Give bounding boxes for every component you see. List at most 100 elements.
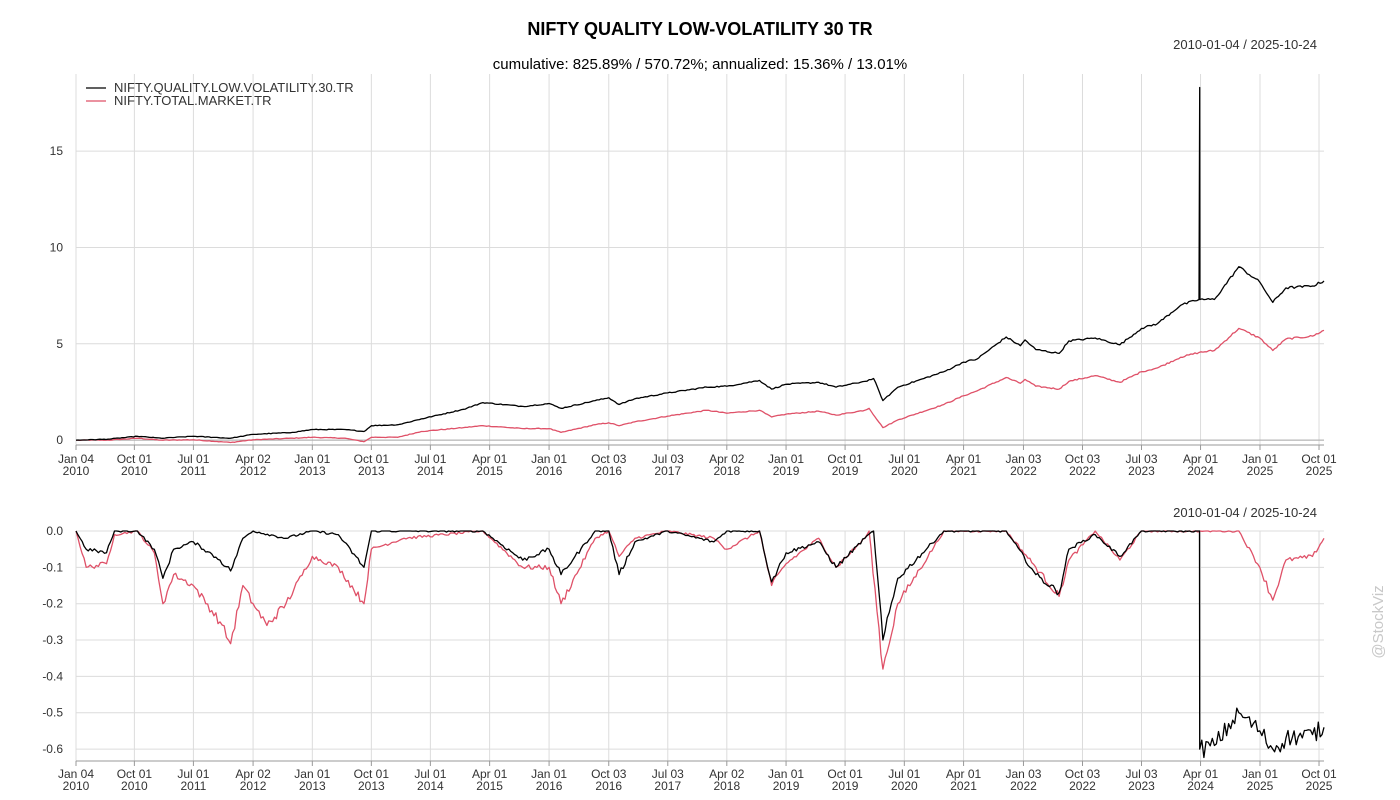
x-tick-year: 2019: [832, 464, 859, 478]
x-tick-label: Jan 04: [58, 767, 94, 781]
x-tick-year: 2014: [417, 779, 444, 793]
x-tick-year: 2019: [832, 779, 859, 793]
x-tick-label: Jan 01: [768, 767, 804, 781]
x-tick-year: 2010: [121, 464, 148, 478]
y-tick-label: -0.5: [42, 706, 63, 720]
x-tick-label: Oct 01: [827, 767, 863, 781]
x-tick-label: Apr 02: [235, 767, 271, 781]
x-tick-label: Apr 01: [1183, 452, 1219, 466]
x-tick-label: Apr 02: [709, 767, 745, 781]
bottom-date-range: 2010-01-04 / 2025-10-24: [1173, 505, 1317, 520]
x-tick-label: Jul 03: [1125, 767, 1157, 781]
x-tick-year: 2011: [180, 779, 206, 793]
x-tick-year: 2023: [1128, 464, 1155, 478]
legend-label: NIFTY.QUALITY.LOW.VOLATILITY.30.TR: [114, 80, 354, 95]
x-tick-year: 2012: [240, 779, 267, 793]
x-tick-year: 2025: [1306, 779, 1333, 793]
x-tick-year: 2023: [1128, 779, 1155, 793]
x-tick-year: 2019: [773, 464, 800, 478]
x-tick-label: Jul 03: [1125, 452, 1157, 466]
x-tick-label: Jan 01: [531, 452, 567, 466]
x-tick-year: 2017: [654, 779, 681, 793]
x-tick-year: 2013: [299, 464, 326, 478]
x-tick-label: Jan 01: [1242, 767, 1278, 781]
x-tick-label: Jul 01: [888, 452, 920, 466]
x-tick-label: Oct 03: [1065, 452, 1101, 466]
series-line-nifty-quality-low-volatility-30-tr: [75, 86, 1325, 441]
x-tick-label: Jul 01: [177, 767, 209, 781]
x-tick-label: Jul 01: [414, 452, 446, 466]
x-tick-label: Oct 03: [591, 452, 627, 466]
y-tick-label: -0.1: [42, 560, 63, 574]
x-tick-year: 2025: [1247, 464, 1274, 478]
x-tick-label: Apr 02: [709, 452, 745, 466]
x-tick-year: 2018: [713, 464, 740, 478]
x-tick-year: 2021: [950, 779, 977, 793]
top-date-range: 2010-01-04 / 2025-10-24: [1173, 37, 1317, 52]
watermark: @StockViz: [1370, 585, 1387, 658]
y-tick-label: 5: [56, 337, 63, 351]
y-tick-label: 10: [50, 240, 64, 254]
x-tick-year: 2022: [1069, 779, 1096, 793]
x-tick-label: Jul 03: [652, 767, 684, 781]
x-tick-label: Apr 01: [472, 452, 508, 466]
x-tick-label: Oct 03: [1065, 767, 1101, 781]
x-tick-label: Apr 01: [946, 767, 982, 781]
x-tick-label: Jan 01: [294, 767, 330, 781]
x-tick-year: 2022: [1010, 779, 1037, 793]
x-tick-year: 2016: [595, 779, 622, 793]
y-tick-label: 0: [56, 433, 63, 447]
y-tick-label: -0.4: [42, 669, 63, 683]
x-tick-label: Apr 02: [235, 452, 271, 466]
chart-subtitle: cumulative: 825.89% / 570.72%; annualize…: [493, 56, 907, 73]
x-tick-year: 2016: [536, 464, 563, 478]
x-tick-year: 2013: [358, 464, 385, 478]
x-tick-label: Oct 01: [827, 452, 863, 466]
x-tick-year: 2017: [654, 464, 681, 478]
series-line-nifty-total-market-tr: [76, 327, 1325, 444]
x-tick-label: Oct 01: [1301, 767, 1337, 781]
y-tick-label: -0.2: [42, 597, 63, 611]
x-tick-year: 2018: [713, 779, 740, 793]
x-tick-label: Jan 01: [1242, 452, 1278, 466]
x-tick-year: 2010: [63, 464, 90, 478]
x-tick-year: 2025: [1306, 464, 1333, 478]
x-tick-year: 2016: [595, 464, 622, 478]
x-tick-year: 2025: [1247, 779, 1274, 793]
x-tick-label: Apr 01: [1183, 767, 1219, 781]
x-tick-year: 2015: [476, 464, 503, 478]
legend-label: NIFTY.TOTAL.MARKET.TR: [114, 93, 271, 108]
x-tick-year: 2020: [891, 779, 918, 793]
x-tick-label: Jul 01: [177, 452, 209, 466]
x-tick-year: 2015: [476, 779, 503, 793]
x-tick-label: Oct 01: [354, 452, 390, 466]
y-tick-label: -0.3: [42, 633, 63, 647]
x-tick-year: 2022: [1069, 464, 1096, 478]
x-tick-label: Oct 01: [354, 767, 390, 781]
x-tick-label: Jan 04: [58, 452, 94, 466]
x-tick-label: Jul 01: [888, 767, 920, 781]
x-tick-label: Oct 01: [117, 767, 153, 781]
x-tick-label: Jul 03: [652, 452, 684, 466]
x-tick-label: Jan 01: [768, 452, 804, 466]
series-line-nifty-total-market-tr: [75, 530, 1325, 670]
x-tick-year: 2024: [1187, 779, 1214, 793]
x-tick-label: Jan 01: [294, 452, 330, 466]
x-tick-year: 2019: [773, 779, 800, 793]
x-tick-year: 2014: [417, 464, 444, 478]
x-tick-year: 2021: [950, 464, 977, 478]
legend: NIFTY.QUALITY.LOW.VOLATILITY.30.TRNIFTY.…: [86, 80, 354, 108]
x-tick-label: Jul 01: [414, 767, 446, 781]
x-tick-year: 2022: [1010, 464, 1037, 478]
x-tick-label: Jan 03: [1005, 767, 1041, 781]
x-tick-label: Oct 01: [117, 452, 153, 466]
x-tick-label: Apr 01: [946, 452, 982, 466]
x-tick-year: 2013: [299, 779, 326, 793]
x-tick-label: Jan 03: [1005, 452, 1041, 466]
x-tick-label: Jan 01: [531, 767, 567, 781]
x-tick-year: 2010: [121, 779, 148, 793]
x-tick-year: 2010: [63, 779, 90, 793]
